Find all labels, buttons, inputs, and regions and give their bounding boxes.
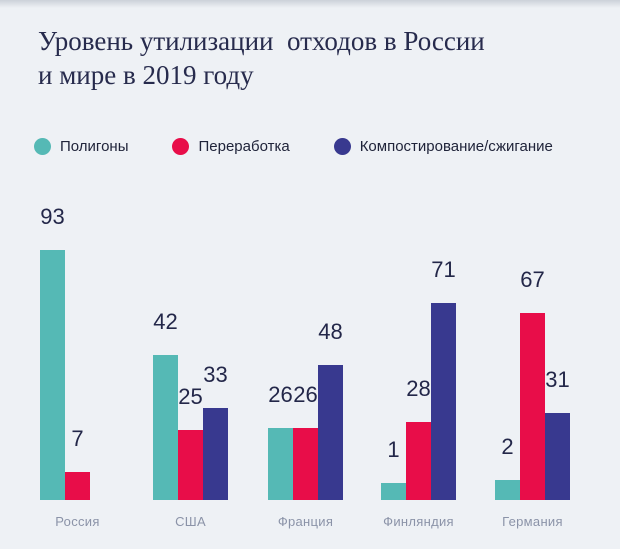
bar [431, 303, 456, 500]
bar [293, 428, 318, 500]
category-label: США [175, 514, 206, 529]
bar [268, 428, 293, 500]
bar [545, 413, 570, 500]
top-edge-gradient [0, 0, 620, 8]
bar [65, 472, 90, 500]
bar-value-label: 48 [318, 319, 343, 344]
bar [495, 480, 520, 500]
bar-value-label: 33 [203, 362, 228, 387]
bar [318, 365, 343, 500]
legend: Полигоны Переработка Компостирование/сжи… [34, 138, 553, 155]
bar-value-label: 1 [387, 437, 400, 462]
bar-value-label: 2 [501, 434, 514, 459]
bar [520, 313, 545, 500]
category-label: Германия [502, 514, 563, 529]
bar-value-label: 67 [520, 267, 545, 292]
bar-value-label: 28 [406, 376, 431, 401]
bar-value-label: 26 [268, 382, 293, 407]
bar [178, 430, 203, 500]
bar-value-label: 71 [431, 257, 456, 282]
legend-dot-blue-icon [333, 138, 351, 155]
legend-item-landfills: Полигоны [34, 138, 128, 155]
legend-item-composting: Компостирование/сжигание [333, 138, 553, 155]
bar [381, 483, 406, 500]
bar [203, 408, 228, 500]
legend-label-composting: Компостирование/сжигание [359, 138, 553, 155]
category-label: Россия [55, 514, 100, 529]
legend-label-landfills: Полигоны [60, 138, 129, 155]
bar-value-label: 26 [293, 382, 318, 407]
bar-value-label: 7 [71, 426, 84, 451]
bar [40, 250, 65, 500]
legend-dot-red-icon [172, 138, 190, 155]
bar [406, 422, 431, 500]
legend-dot-teal-icon [34, 138, 51, 155]
bar [153, 355, 178, 500]
chart-title: Уровень утилизации отходов в России и ми… [38, 26, 485, 90]
bar-value-label: 93 [40, 204, 65, 229]
bar-value-label: 31 [545, 367, 570, 392]
legend-label-recycling: Переработка [198, 138, 290, 155]
legend-item-recycling: Переработка [172, 138, 290, 155]
bar-value-label: 42 [153, 309, 178, 334]
category-label: Франция [277, 514, 334, 529]
bar-value-label: 25 [178, 384, 203, 409]
category-label: Финляндия [383, 514, 454, 529]
